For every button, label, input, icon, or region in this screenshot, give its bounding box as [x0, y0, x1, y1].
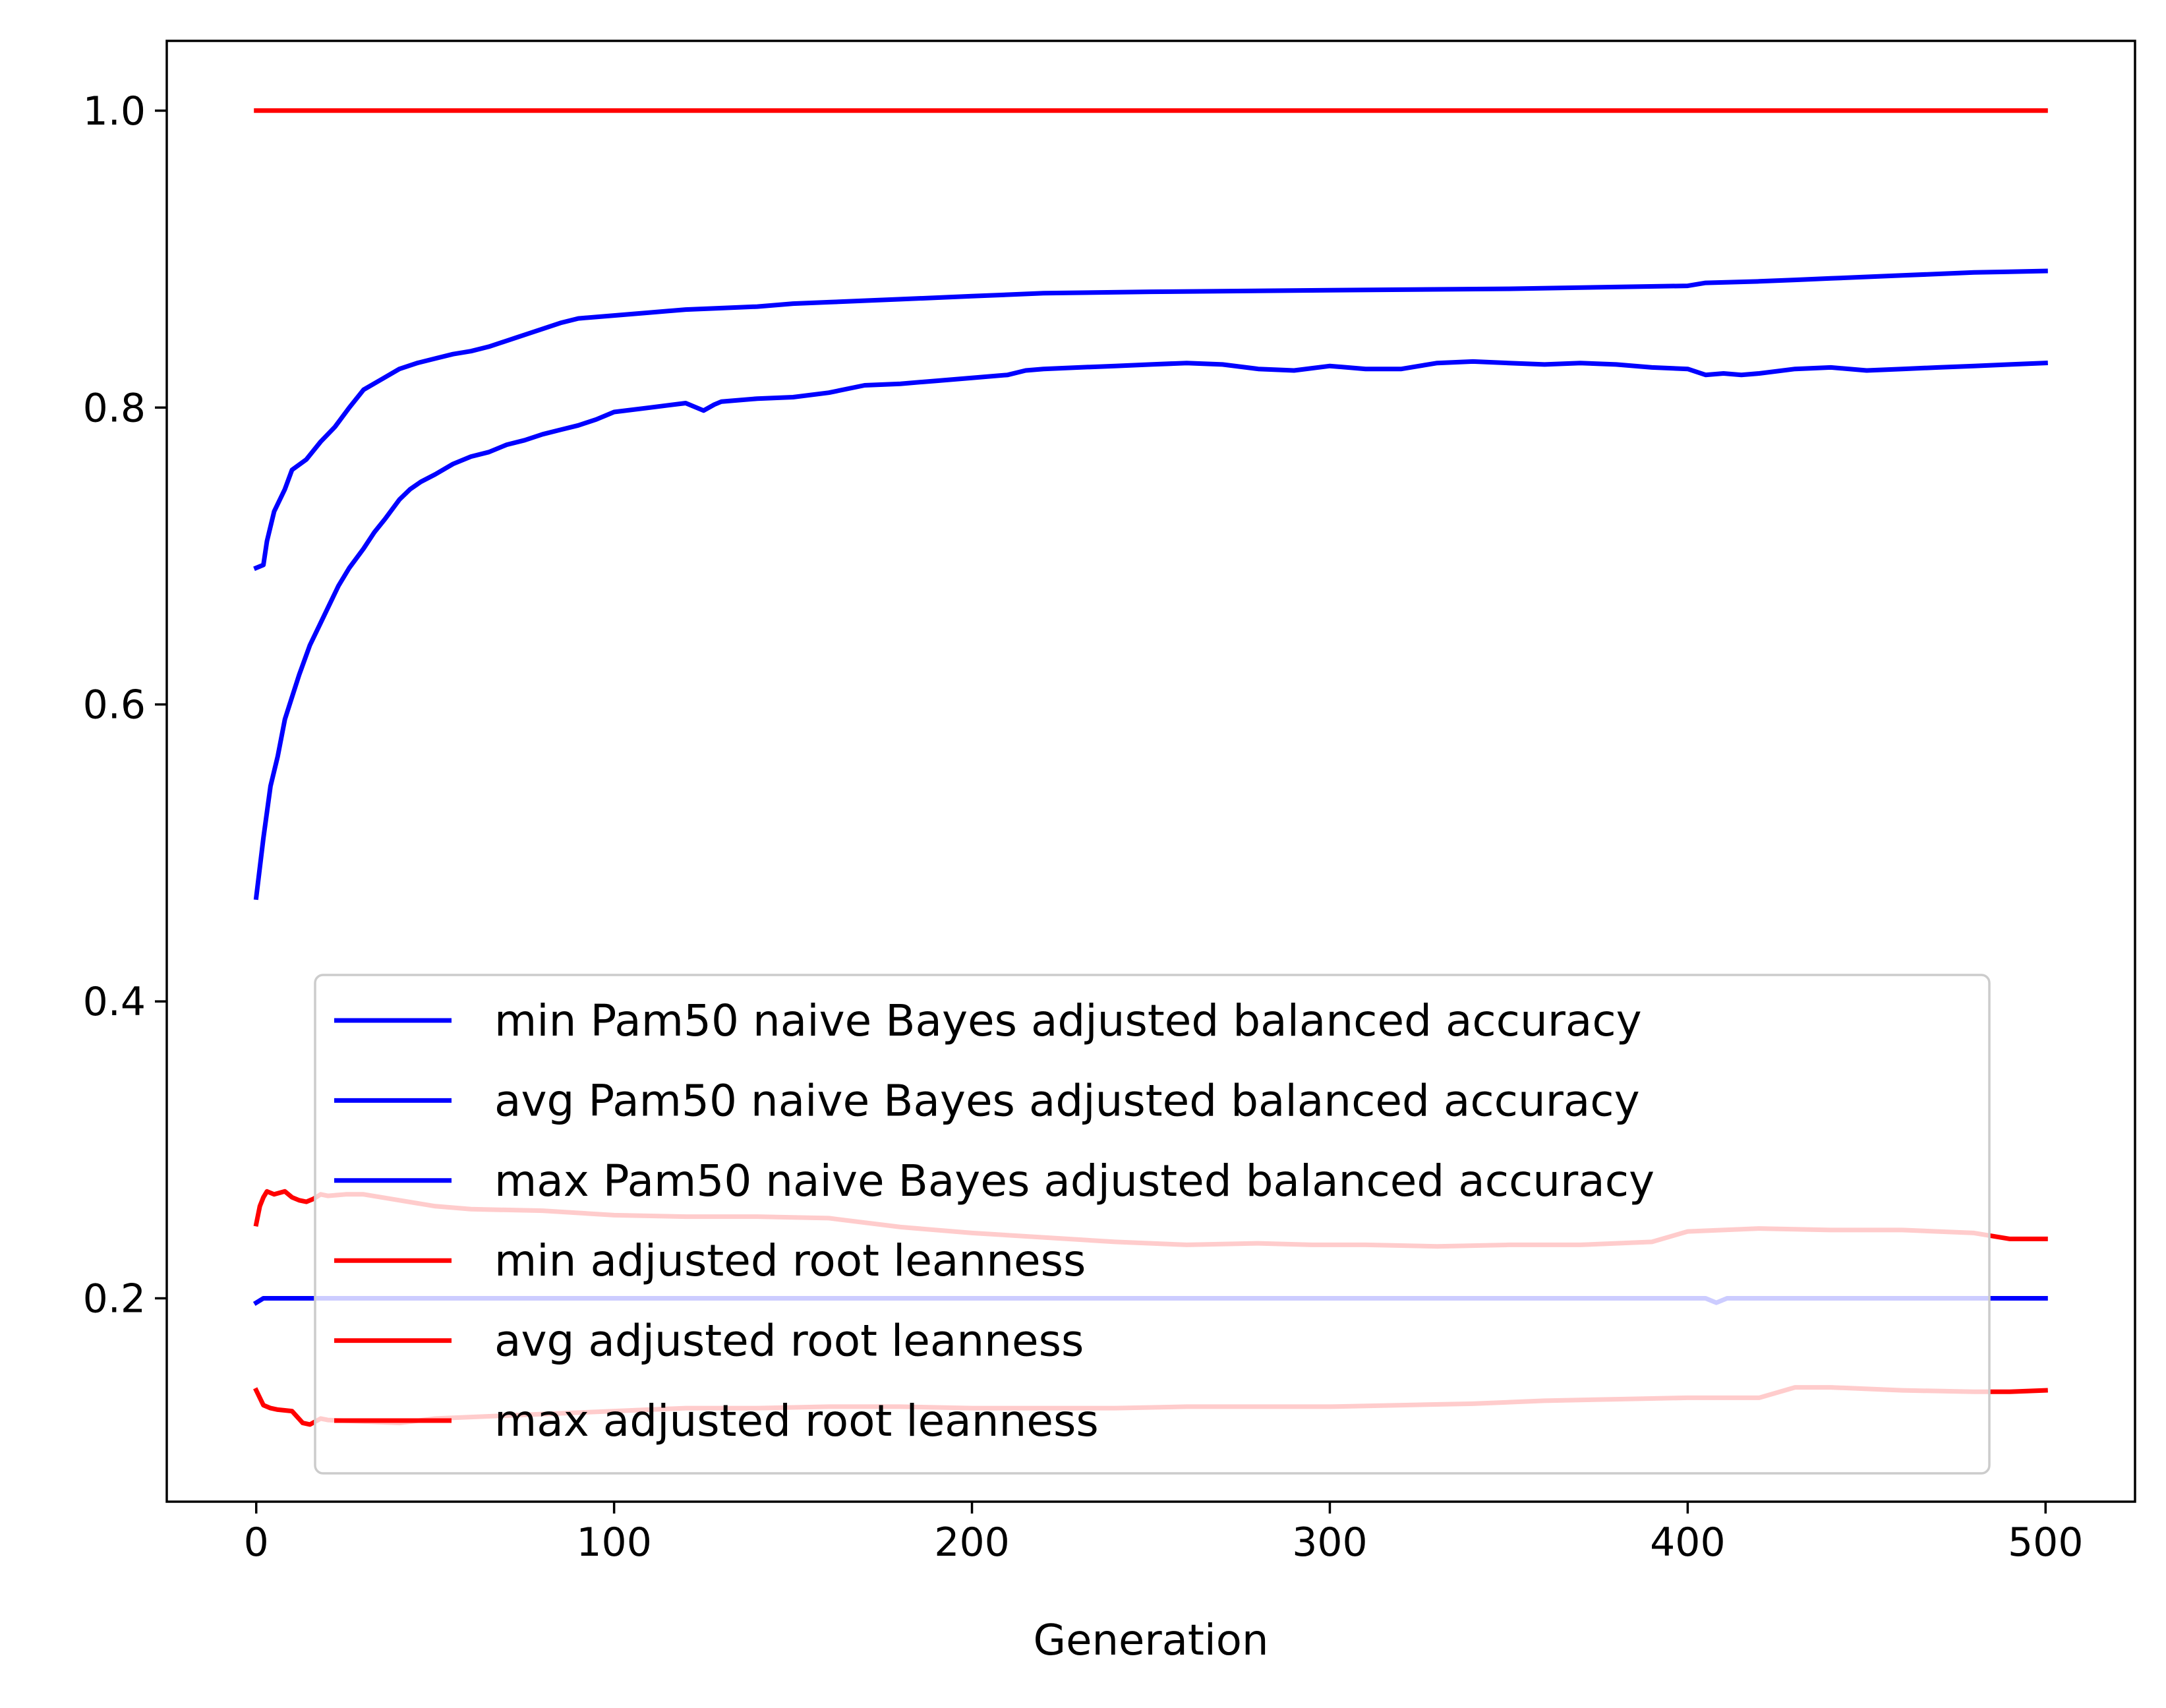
x-tick-label: 100 — [576, 1519, 652, 1566]
plot-frame — [165, 40, 2136, 1503]
x-tick-label: 200 — [934, 1519, 1010, 1566]
y-tick-label: 0.4 — [83, 979, 146, 1025]
x-tick-label: 500 — [2008, 1519, 2084, 1566]
series-line-2 — [253, 359, 2048, 900]
y-tick-label: 0.8 — [83, 385, 146, 431]
y-tick-label: 0.6 — [83, 682, 146, 728]
legend-label: max adjusted root leanness — [494, 1396, 1099, 1446]
legend-label: max Pam50 naive Bayes adjusted balanced … — [494, 1156, 1654, 1206]
x-tick-label: 300 — [1292, 1519, 1368, 1566]
series-line-3 — [253, 268, 2048, 572]
y-axis: 0.2 0.4 0.6 0.8 1.0 — [83, 88, 167, 1322]
legend-label: min Pam50 naive Bayes adjusted balanced … — [494, 995, 1642, 1046]
legend-label: min adjusted root leanness — [494, 1235, 1086, 1286]
legend-label: avg Pam50 naive Bayes adjusted balanced … — [494, 1075, 1640, 1126]
x-axis: 0 100 200 300 400 500 — [244, 1502, 2084, 1566]
legend-box — [314, 974, 1991, 1475]
x-tick-label: 0 — [244, 1519, 269, 1566]
legend-label: avg adjusted root leanness — [494, 1316, 1084, 1367]
y-tick-label: 0.2 — [83, 1276, 146, 1322]
y-tick-label: 1.0 — [83, 88, 146, 134]
x-axis-label: Generation — [1033, 1616, 1268, 1665]
legend: min Pam50 naive Bayes adjusted balanced … — [314, 974, 1991, 1475]
x-tick-label: 400 — [1650, 1519, 1726, 1566]
